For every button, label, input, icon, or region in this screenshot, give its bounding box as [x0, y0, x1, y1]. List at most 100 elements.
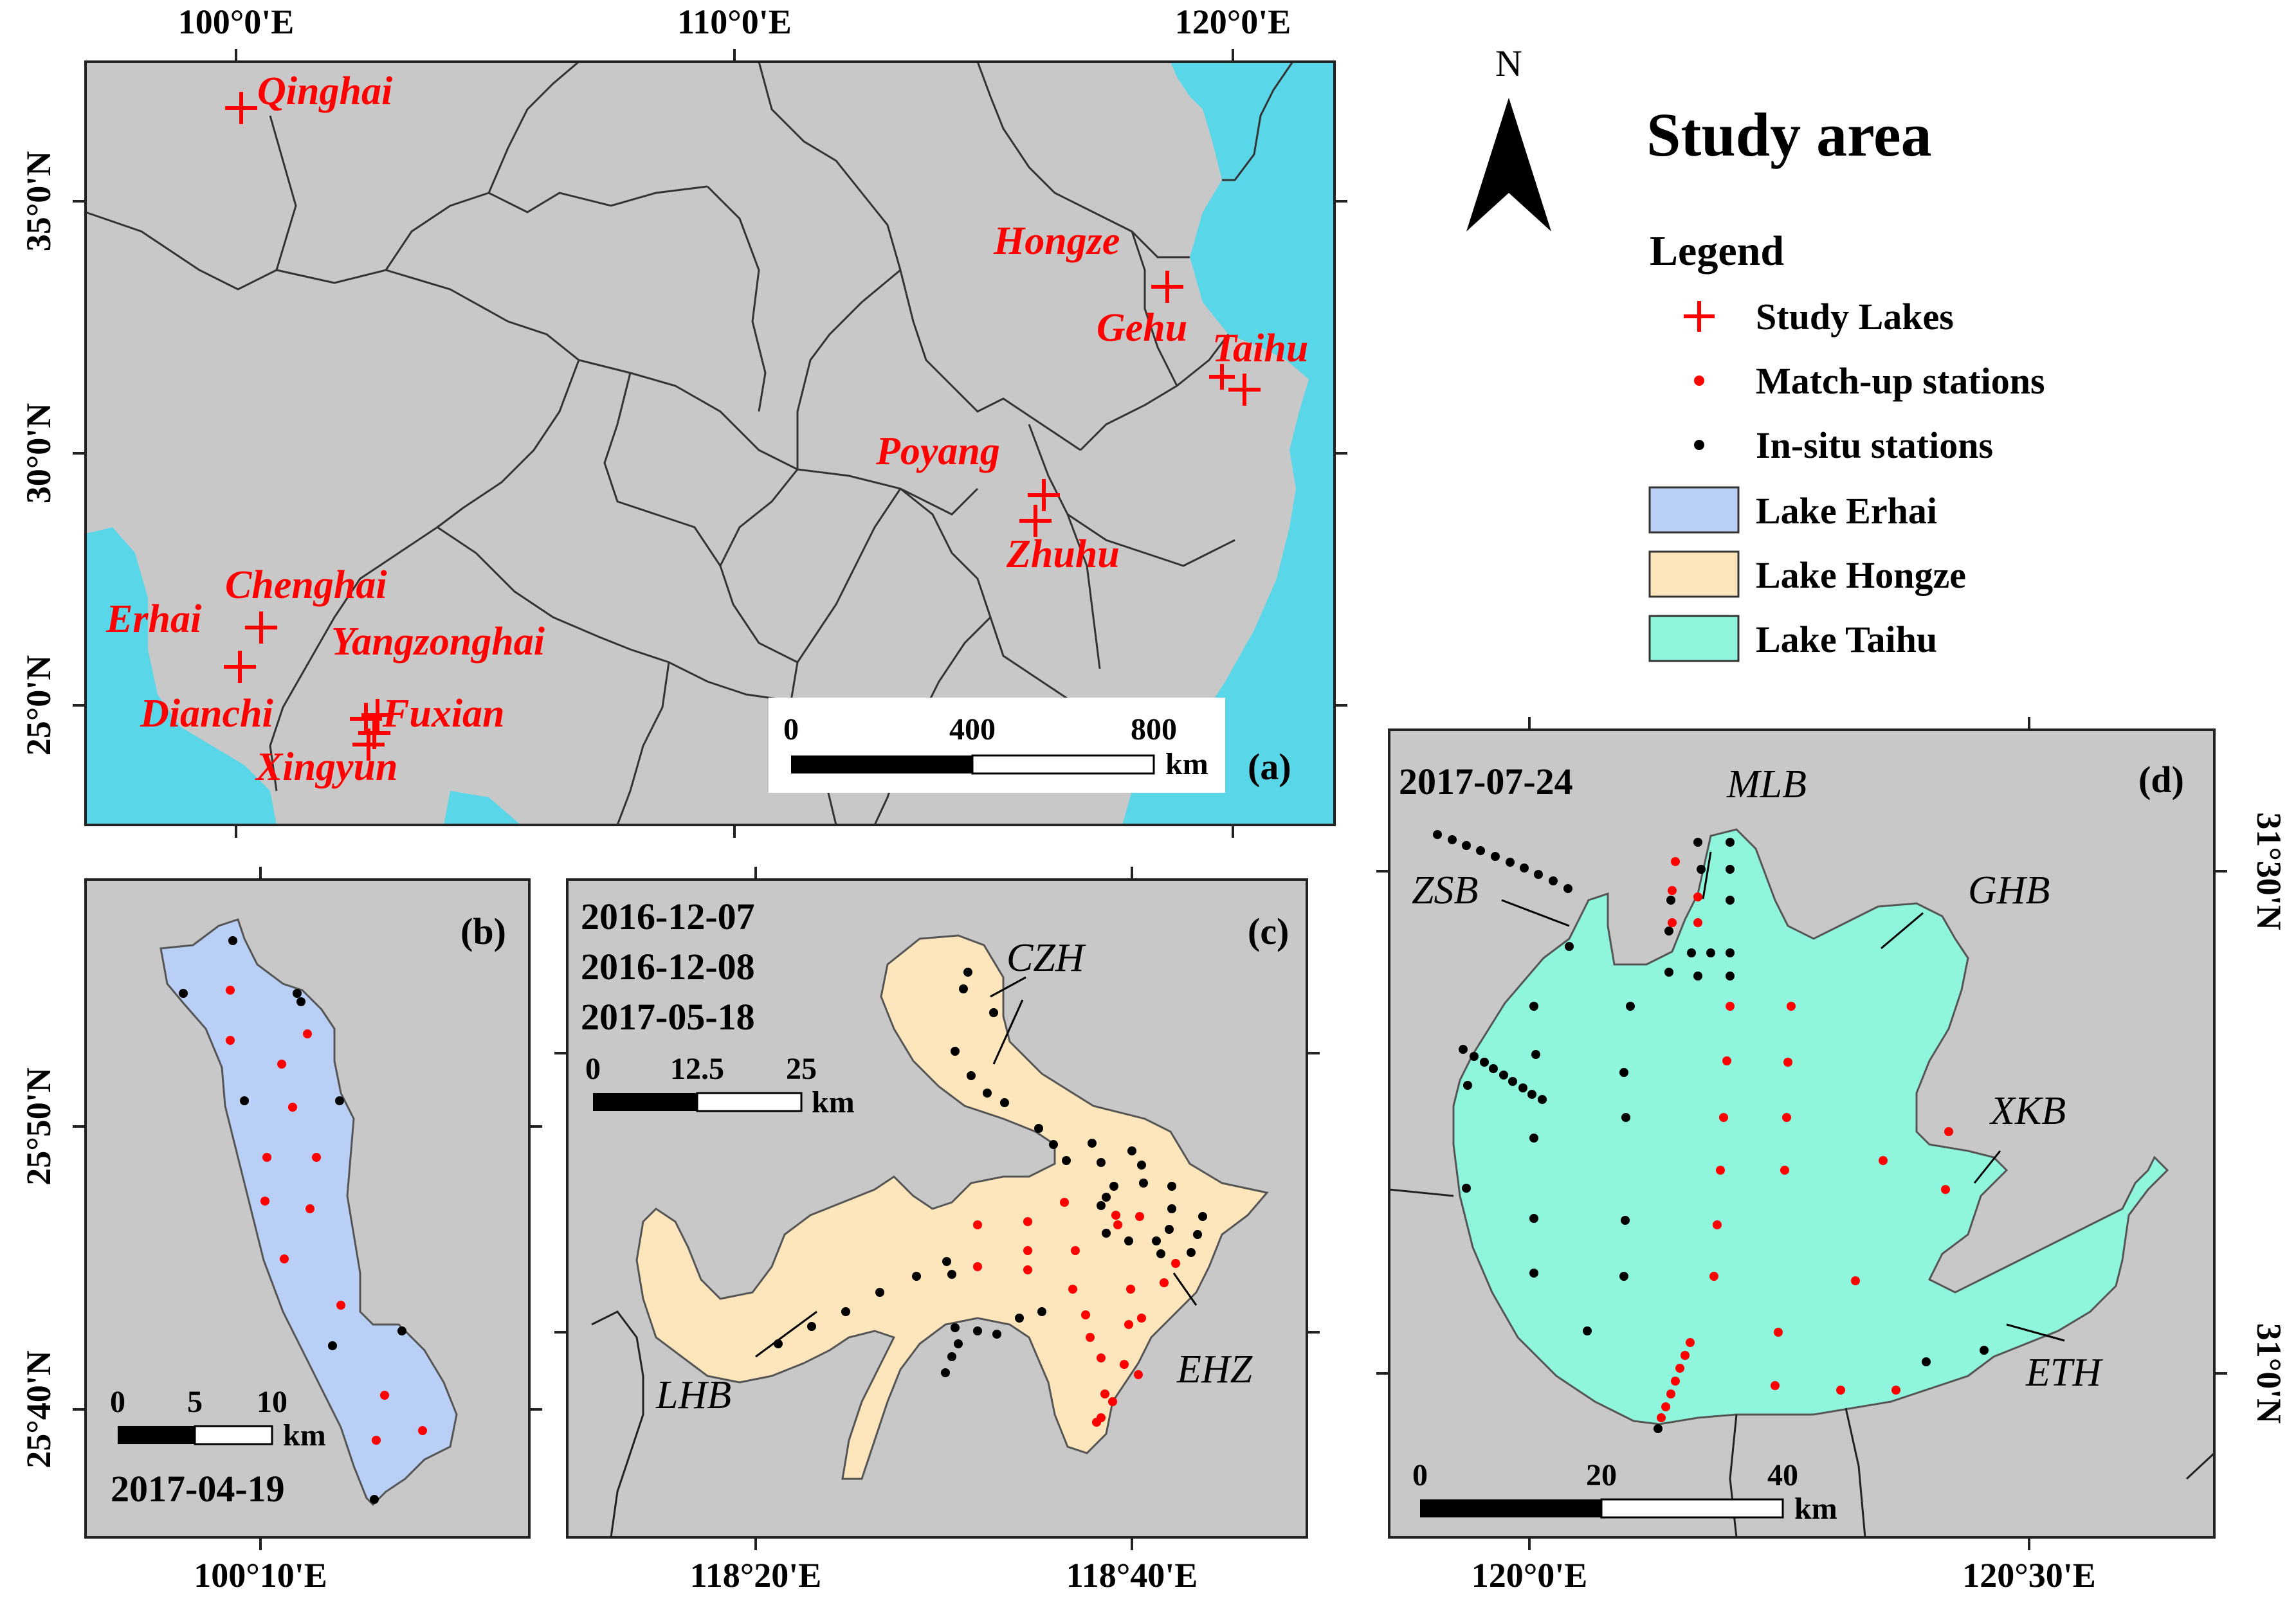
matchup-point: [1782, 1113, 1791, 1122]
panel-d-insitu-stations: [1433, 830, 1989, 1433]
legend-insitu: In-situ stations: [1756, 424, 1993, 466]
panel-d-ghb-leader: [1881, 912, 1924, 950]
matchup-point: [1023, 1217, 1032, 1226]
matchup-point: [1722, 1056, 1731, 1065]
insitu-point: [1480, 1058, 1489, 1067]
legend-erhai: Lake Erhai: [1756, 490, 1937, 532]
matchup-point: [1693, 918, 1702, 927]
insitu-point: [1137, 1161, 1146, 1170]
panel-d-xtick-1: 120°0'E: [1471, 1556, 1588, 1595]
panel-a-ytick-35: 35°0'N: [19, 151, 58, 252]
panel-a: 100°0'E 110°0'E 120°0'E 35°0'N 30°0'N 25…: [19, 3, 1347, 838]
panel-d-region-eth: ETH: [2025, 1351, 2103, 1395]
matchup-point: [1787, 1002, 1796, 1011]
insitu-point: [1527, 1090, 1536, 1099]
panel-a-scale-unit: km: [1165, 747, 1208, 781]
marker-taihu: [1228, 374, 1261, 406]
marker-poyang: [1028, 479, 1060, 511]
insitu-point: [1062, 1156, 1071, 1165]
panel-b-date: 2017-04-19: [111, 1468, 285, 1510]
insitu-point: [179, 989, 188, 998]
panel-c-date-2: 2016-12-08: [581, 946, 755, 988]
insitu-point: [1529, 1002, 1538, 1011]
matchup-point: [277, 1060, 286, 1069]
legend-hongze: Lake Hongze: [1756, 554, 1966, 596]
north-arrow-icon-right: [1509, 98, 1551, 231]
label-poyang: Poyang: [875, 430, 1000, 473]
insitu-point: [1697, 865, 1706, 874]
panel-a-label: (a): [1248, 746, 1291, 788]
insitu-point: [1534, 870, 1543, 879]
panel-c-scale-0: 0: [585, 1052, 601, 1086]
legend-insitu-icon: [1694, 440, 1704, 450]
insitu-point: [951, 1323, 960, 1332]
insitu-point: [807, 1322, 816, 1331]
matchup-point: [372, 1436, 381, 1445]
matchup-point: [1661, 1402, 1670, 1411]
panel-d-xtick-2: 120°30'E: [1962, 1556, 2096, 1595]
matchup-point: [1851, 1276, 1860, 1285]
insitu-point: [240, 1096, 249, 1105]
panel-b-tick-marks: [73, 867, 542, 1550]
panel-d: 120°0'E 120°30'E 31°30'N 31°0'N 2017-07-…: [1376, 717, 2288, 1595]
insitu-point: [841, 1307, 850, 1316]
panel-a-scale-400: 400: [949, 712, 996, 746]
panel-a-sea-southwest: [86, 527, 277, 825]
insitu-point: [1664, 927, 1673, 936]
matchup-point: [288, 1103, 297, 1112]
panel-d-ytick-2: 31°0'N: [2250, 1323, 2288, 1424]
panel-d-date: 2017-07-24: [1399, 761, 1573, 802]
insitu-point: [1127, 1146, 1136, 1155]
insitu-point: [1167, 1204, 1176, 1213]
panel-a-scale-bar: 0 400 800 km: [769, 698, 1225, 793]
panel-b-scale-unit: km: [283, 1418, 326, 1452]
panel-b-insitu-stations: [179, 936, 406, 1504]
insitu-point: [1187, 1248, 1196, 1257]
insitu-point: [875, 1288, 884, 1297]
insitu-point: [1565, 942, 1574, 951]
matchup-point: [280, 1254, 289, 1263]
insitu-point: [1726, 865, 1735, 874]
insitu-point: [1626, 1002, 1635, 1011]
panel-a-xtick-120: 120°0'E: [1175, 3, 1291, 41]
matchup-point: [1771, 1381, 1780, 1390]
matchup-point: [1108, 1397, 1117, 1406]
panel-c-label: (c): [1248, 910, 1289, 952]
insitu-point: [942, 1257, 951, 1266]
panel-c-scale-bar: 0 12.5 25 km: [585, 1052, 855, 1119]
matchup-point: [1124, 1320, 1133, 1329]
matchup-point: [336, 1301, 345, 1310]
insitu-point: [1499, 1071, 1508, 1080]
insitu-point: [1476, 846, 1485, 855]
legend-study-lakes: Study Lakes: [1756, 296, 1954, 338]
label-gehu: Gehu: [1097, 306, 1187, 350]
insitu-point: [1049, 1140, 1058, 1149]
matchup-point: [1671, 857, 1680, 866]
matchup-point: [1668, 918, 1677, 927]
insitu-point: [1726, 896, 1735, 905]
label-erhai: Erhai: [105, 597, 201, 641]
insitu-point: [1000, 1098, 1009, 1107]
panel-c-xtick-1: 118°20'E: [690, 1556, 822, 1595]
panel-d-mlb-leader: [1702, 851, 1712, 900]
insitu-point: [989, 1008, 998, 1017]
north-arrow-icon: [1466, 98, 1509, 231]
label-qinghai: Qinghai: [257, 69, 392, 113]
insitu-point: [1693, 972, 1702, 981]
legend-taihu-swatch: [1648, 615, 1740, 662]
matchup-point: [1780, 1166, 1789, 1175]
matchup-point: [1668, 886, 1677, 895]
panel-d-eth-leader: [2006, 1323, 2065, 1342]
matchup-point: [1713, 1220, 1722, 1229]
panel-c-region-lhb: LHB: [655, 1373, 731, 1417]
panel-c-matchup-stations: [973, 1198, 1180, 1427]
matchup-point: [1023, 1265, 1032, 1274]
panel-d-zsb-leader: [1501, 899, 1570, 927]
insitu-point: [1152, 1236, 1161, 1245]
insitu-point: [992, 1330, 1001, 1339]
insitu-point: [328, 1341, 337, 1350]
marker-zhuhu: [1019, 505, 1052, 537]
insitu-point: [951, 1047, 960, 1056]
insitu-point: [967, 1071, 976, 1080]
matchup-point: [380, 1391, 389, 1400]
